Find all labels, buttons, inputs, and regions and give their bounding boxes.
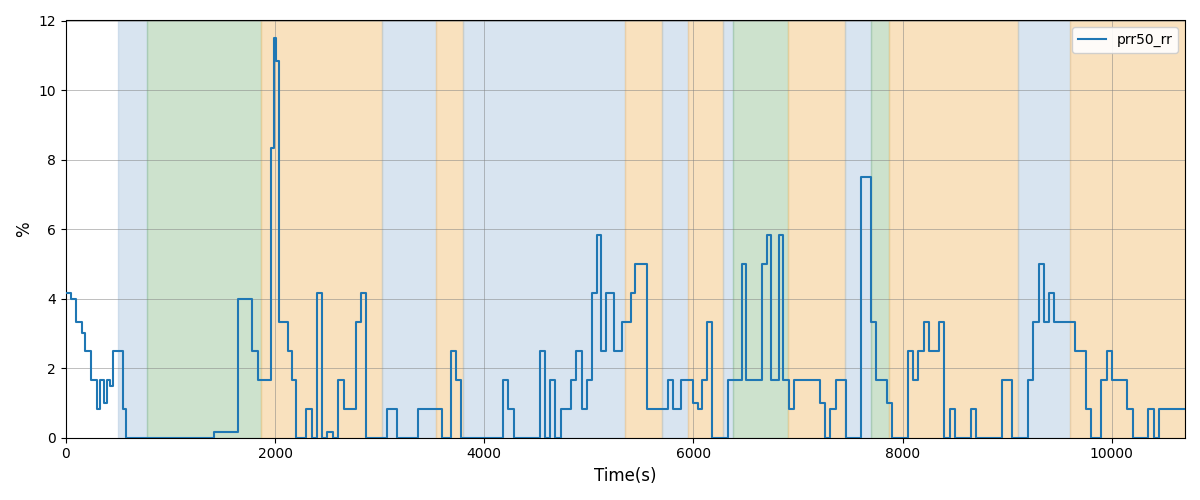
X-axis label: Time(s): Time(s) bbox=[594, 467, 656, 485]
Bar bbox=[436, 20, 463, 438]
Bar bbox=[1070, 20, 1186, 438]
Legend: prr50_rr: prr50_rr bbox=[1072, 28, 1178, 52]
Bar bbox=[722, 20, 733, 438]
Line: prr50_rr: prr50_rr bbox=[66, 38, 1200, 438]
Bar bbox=[787, 20, 845, 438]
prr50_rr bbox=[59, 290, 73, 296]
Bar bbox=[1018, 20, 1070, 438]
Bar bbox=[625, 20, 662, 438]
prr50_rr bbox=[119, 434, 133, 440]
Bar bbox=[871, 20, 889, 438]
Bar bbox=[733, 20, 787, 438]
prr50_rr bbox=[444, 434, 458, 440]
Bar bbox=[118, 20, 148, 438]
prr50_rr bbox=[511, 434, 526, 440]
Bar bbox=[148, 20, 262, 438]
prr50_rr bbox=[1094, 376, 1109, 382]
Bar bbox=[689, 20, 722, 438]
Bar bbox=[845, 20, 871, 438]
prr50_rr bbox=[449, 348, 463, 354]
prr50_rr bbox=[310, 290, 324, 296]
Bar bbox=[262, 20, 382, 438]
prr50_rr bbox=[266, 35, 281, 41]
Bar bbox=[463, 20, 625, 438]
Y-axis label: %: % bbox=[16, 222, 34, 237]
Bar bbox=[662, 20, 689, 438]
Bar bbox=[889, 20, 1018, 438]
Bar bbox=[382, 20, 436, 438]
